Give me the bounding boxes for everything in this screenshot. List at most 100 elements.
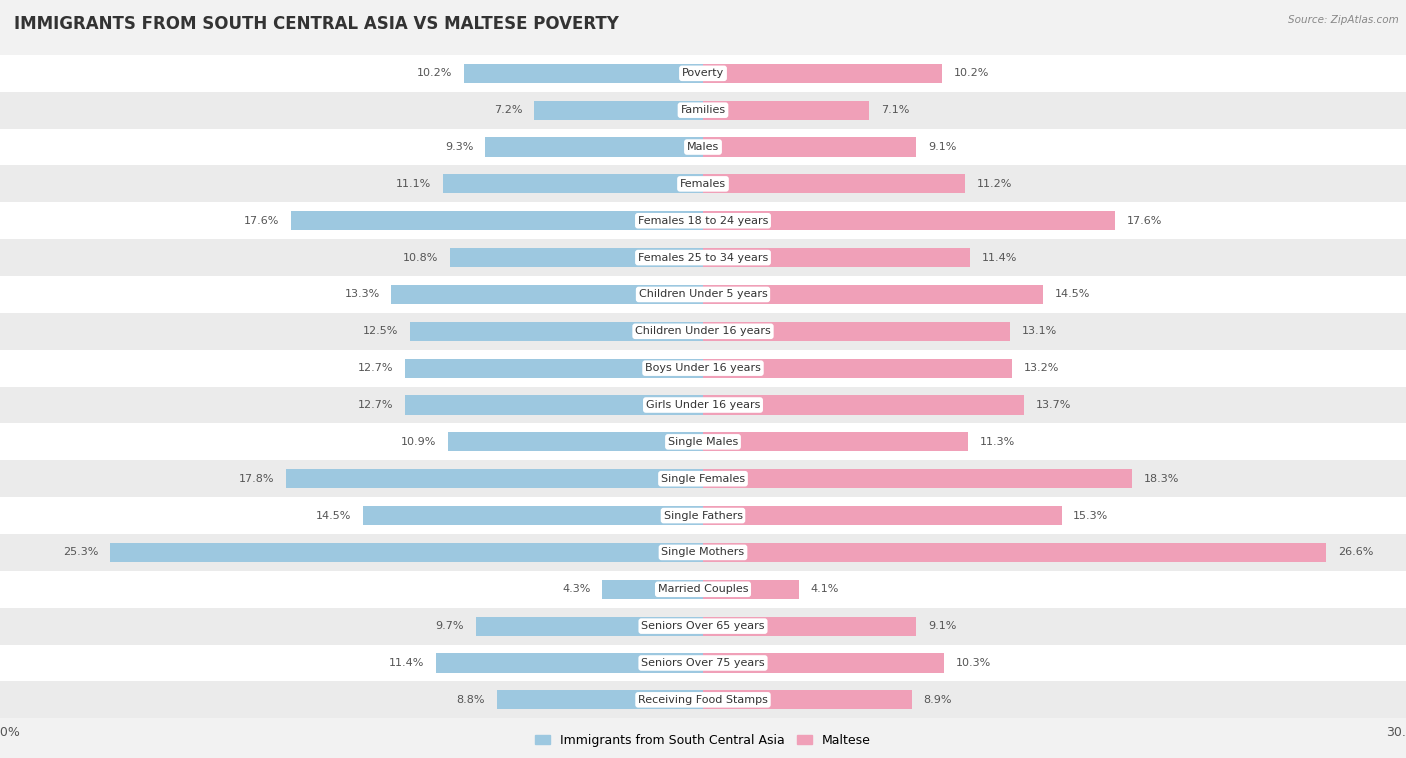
Text: 10.3%: 10.3% bbox=[956, 658, 991, 668]
Text: Seniors Over 65 years: Seniors Over 65 years bbox=[641, 621, 765, 631]
Text: 13.3%: 13.3% bbox=[344, 290, 380, 299]
Legend: Immigrants from South Central Asia, Maltese: Immigrants from South Central Asia, Malt… bbox=[530, 728, 876, 752]
Bar bbox=[0, 571, 1406, 608]
Bar bbox=[703, 653, 945, 672]
Bar bbox=[534, 101, 703, 120]
Text: Source: ZipAtlas.com: Source: ZipAtlas.com bbox=[1288, 15, 1399, 25]
Text: 12.7%: 12.7% bbox=[359, 400, 394, 410]
Text: 9.3%: 9.3% bbox=[444, 142, 474, 152]
Bar bbox=[405, 359, 703, 377]
Text: 11.2%: 11.2% bbox=[977, 179, 1012, 189]
Bar bbox=[703, 64, 942, 83]
Text: 25.3%: 25.3% bbox=[63, 547, 98, 557]
Text: 17.6%: 17.6% bbox=[243, 216, 278, 226]
Bar bbox=[602, 580, 703, 599]
Bar bbox=[0, 55, 1406, 92]
Text: Single Mothers: Single Mothers bbox=[661, 547, 745, 557]
Text: 10.9%: 10.9% bbox=[401, 437, 436, 447]
Bar bbox=[291, 211, 703, 230]
Bar bbox=[703, 580, 799, 599]
Text: 7.2%: 7.2% bbox=[494, 105, 523, 115]
Bar bbox=[464, 64, 703, 83]
Bar bbox=[0, 424, 1406, 460]
Text: 11.4%: 11.4% bbox=[981, 252, 1017, 262]
Text: 10.2%: 10.2% bbox=[418, 68, 453, 78]
Bar bbox=[703, 137, 917, 157]
Bar bbox=[0, 92, 1406, 129]
Bar bbox=[0, 460, 1406, 497]
Text: Children Under 5 years: Children Under 5 years bbox=[638, 290, 768, 299]
Bar bbox=[0, 313, 1406, 349]
Text: Males: Males bbox=[688, 142, 718, 152]
Bar bbox=[0, 644, 1406, 681]
Bar bbox=[411, 321, 703, 341]
Bar bbox=[285, 469, 703, 488]
Bar bbox=[703, 321, 1010, 341]
Bar bbox=[703, 101, 869, 120]
Bar bbox=[703, 174, 966, 193]
Bar bbox=[0, 497, 1406, 534]
Bar bbox=[0, 387, 1406, 424]
Text: 11.3%: 11.3% bbox=[980, 437, 1015, 447]
Bar bbox=[447, 432, 703, 452]
Text: 12.5%: 12.5% bbox=[363, 326, 398, 337]
Text: 4.1%: 4.1% bbox=[811, 584, 839, 594]
Bar bbox=[0, 202, 1406, 240]
Bar bbox=[0, 129, 1406, 165]
Text: 11.1%: 11.1% bbox=[396, 179, 432, 189]
Bar bbox=[703, 691, 911, 709]
Text: 26.6%: 26.6% bbox=[1339, 547, 1374, 557]
Bar bbox=[703, 543, 1326, 562]
Bar bbox=[405, 396, 703, 415]
Text: 14.5%: 14.5% bbox=[316, 511, 352, 521]
Text: Females 25 to 34 years: Females 25 to 34 years bbox=[638, 252, 768, 262]
Text: 13.2%: 13.2% bbox=[1024, 363, 1059, 373]
Text: 13.7%: 13.7% bbox=[1036, 400, 1071, 410]
Text: 13.1%: 13.1% bbox=[1022, 326, 1057, 337]
Text: Children Under 16 years: Children Under 16 years bbox=[636, 326, 770, 337]
Text: Females: Females bbox=[681, 179, 725, 189]
Bar bbox=[703, 469, 1132, 488]
Bar bbox=[703, 211, 1115, 230]
Bar bbox=[703, 359, 1012, 377]
Text: Poverty: Poverty bbox=[682, 68, 724, 78]
Bar bbox=[391, 285, 703, 304]
Text: Single Females: Single Females bbox=[661, 474, 745, 484]
Text: 17.6%: 17.6% bbox=[1128, 216, 1163, 226]
Text: IMMIGRANTS FROM SOUTH CENTRAL ASIA VS MALTESE POVERTY: IMMIGRANTS FROM SOUTH CENTRAL ASIA VS MA… bbox=[14, 15, 619, 33]
Text: 7.1%: 7.1% bbox=[882, 105, 910, 115]
Bar bbox=[703, 248, 970, 267]
Bar bbox=[0, 681, 1406, 719]
Bar bbox=[0, 240, 1406, 276]
Text: 10.8%: 10.8% bbox=[404, 252, 439, 262]
Text: 11.4%: 11.4% bbox=[389, 658, 425, 668]
Bar bbox=[703, 285, 1043, 304]
Bar bbox=[703, 396, 1024, 415]
Bar bbox=[703, 616, 917, 636]
Bar bbox=[450, 248, 703, 267]
Bar bbox=[496, 691, 703, 709]
Text: Single Males: Single Males bbox=[668, 437, 738, 447]
Bar bbox=[436, 653, 703, 672]
Bar bbox=[0, 608, 1406, 644]
Text: 12.7%: 12.7% bbox=[359, 363, 394, 373]
Text: Single Fathers: Single Fathers bbox=[664, 511, 742, 521]
Text: 4.3%: 4.3% bbox=[562, 584, 591, 594]
Bar bbox=[703, 506, 1062, 525]
Bar bbox=[0, 165, 1406, 202]
Text: 9.7%: 9.7% bbox=[436, 621, 464, 631]
Text: Females 18 to 24 years: Females 18 to 24 years bbox=[638, 216, 768, 226]
Bar bbox=[475, 616, 703, 636]
Bar bbox=[0, 276, 1406, 313]
Text: 8.9%: 8.9% bbox=[924, 695, 952, 705]
Bar bbox=[110, 543, 703, 562]
Text: 14.5%: 14.5% bbox=[1054, 290, 1090, 299]
Bar bbox=[703, 432, 967, 452]
Text: 17.8%: 17.8% bbox=[239, 474, 274, 484]
Text: 9.1%: 9.1% bbox=[928, 621, 956, 631]
Text: 9.1%: 9.1% bbox=[928, 142, 956, 152]
Text: Boys Under 16 years: Boys Under 16 years bbox=[645, 363, 761, 373]
Text: 10.2%: 10.2% bbox=[953, 68, 988, 78]
Text: Girls Under 16 years: Girls Under 16 years bbox=[645, 400, 761, 410]
Text: 8.8%: 8.8% bbox=[457, 695, 485, 705]
